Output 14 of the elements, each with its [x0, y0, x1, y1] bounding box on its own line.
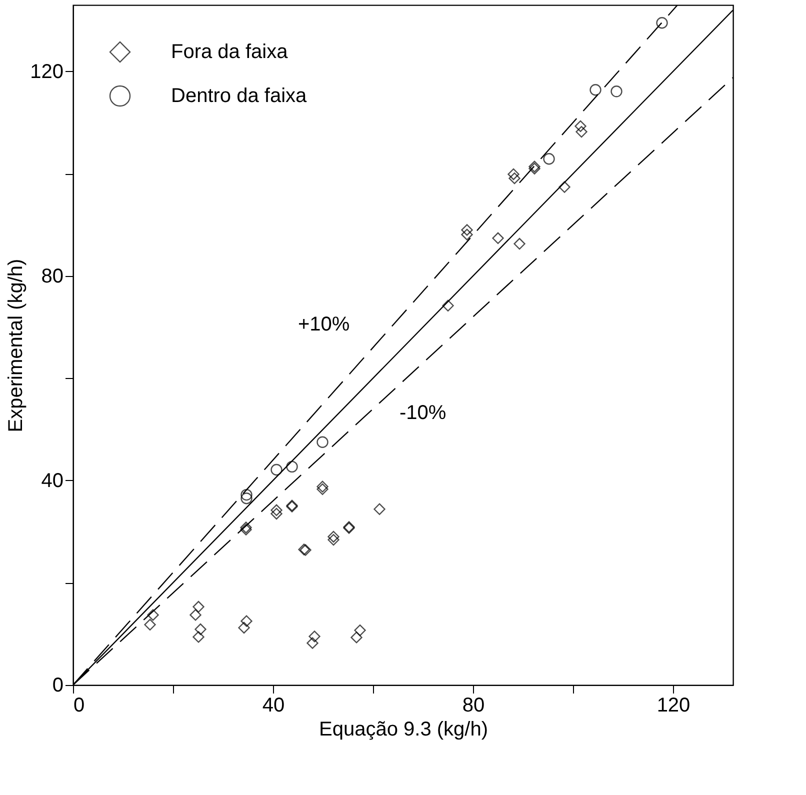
x-tick-label: 120 [656, 694, 690, 716]
annotation: +10% [298, 314, 350, 336]
legend-label: Fora da faixa [171, 41, 289, 63]
x-axis-title: Equação 9.3 (kg/h) [319, 718, 488, 740]
x-tick-label: 80 [462, 694, 485, 716]
legend-label: Dentro da faixa [171, 85, 308, 107]
x-tick-label: 0 [74, 694, 85, 716]
x-tick-label: 40 [262, 694, 285, 716]
y-tick-label: 0 [52, 674, 64, 696]
y-tick-label: 80 [41, 265, 64, 288]
annotation: -10% [399, 402, 446, 424]
y-axis-title: Experimental (kg/h) [5, 258, 28, 432]
y-tick-label: 120 [30, 60, 64, 83]
y-tick-label: 40 [41, 470, 64, 492]
